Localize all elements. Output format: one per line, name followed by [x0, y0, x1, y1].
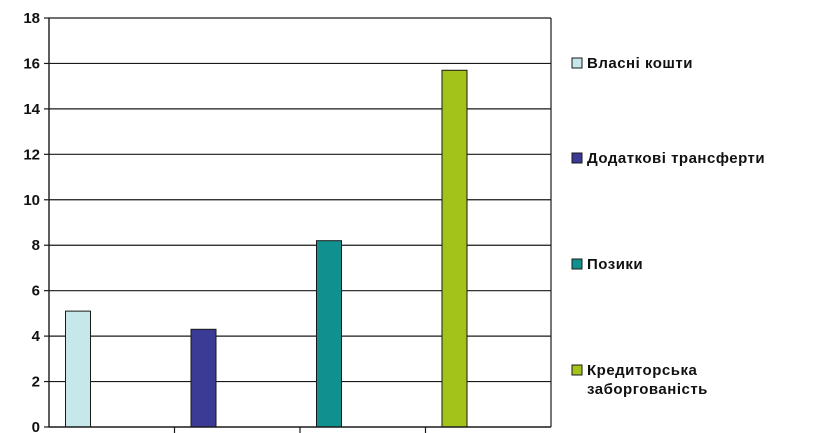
- axes: [48, 18, 552, 433]
- y-tick-label: 14: [23, 101, 40, 118]
- y-tick-label: 18: [23, 10, 40, 27]
- y-tick-label: 0: [32, 419, 40, 433]
- legend-item: Кредиторська заборгованість: [571, 362, 708, 398]
- legend-item: Власні кошти: [571, 55, 693, 72]
- legend-label: заборгованість: [587, 381, 708, 398]
- legend-label: Додаткові трансферти: [587, 150, 765, 167]
- legend: Власні кошти Додаткові трансферти Позики Кр…: [571, 55, 765, 398]
- bar: [65, 310, 91, 428]
- legend-swatch: [571, 57, 583, 69]
- y-tick-label: 16: [23, 55, 40, 72]
- legend-swatch: [571, 152, 583, 164]
- bars: [65, 69, 468, 428]
- legend-label: Власні кошти: [587, 55, 693, 72]
- y-tick-label: 10: [23, 192, 40, 209]
- legend-label: Позики: [587, 256, 643, 273]
- y-tick-label: 2: [32, 374, 40, 391]
- bar: [441, 69, 468, 428]
- y-axis-ticks: 0 2 4 6 8 10 12 14 16 18: [23, 10, 49, 433]
- y-tick-label: 4: [32, 328, 41, 345]
- gridlines: [49, 17, 551, 383]
- bar: [316, 240, 342, 428]
- y-tick-label: 6: [32, 283, 40, 300]
- legend-label: Кредиторська: [587, 362, 697, 379]
- bar: [190, 328, 217, 428]
- y-tick-label: 12: [23, 146, 40, 163]
- legend-swatch: [571, 364, 583, 376]
- legend-item: Позики: [571, 256, 643, 273]
- legend-swatch: [571, 258, 583, 270]
- y-tick-label: 8: [32, 237, 40, 254]
- legend-item: Додаткові трансферти: [571, 150, 765, 167]
